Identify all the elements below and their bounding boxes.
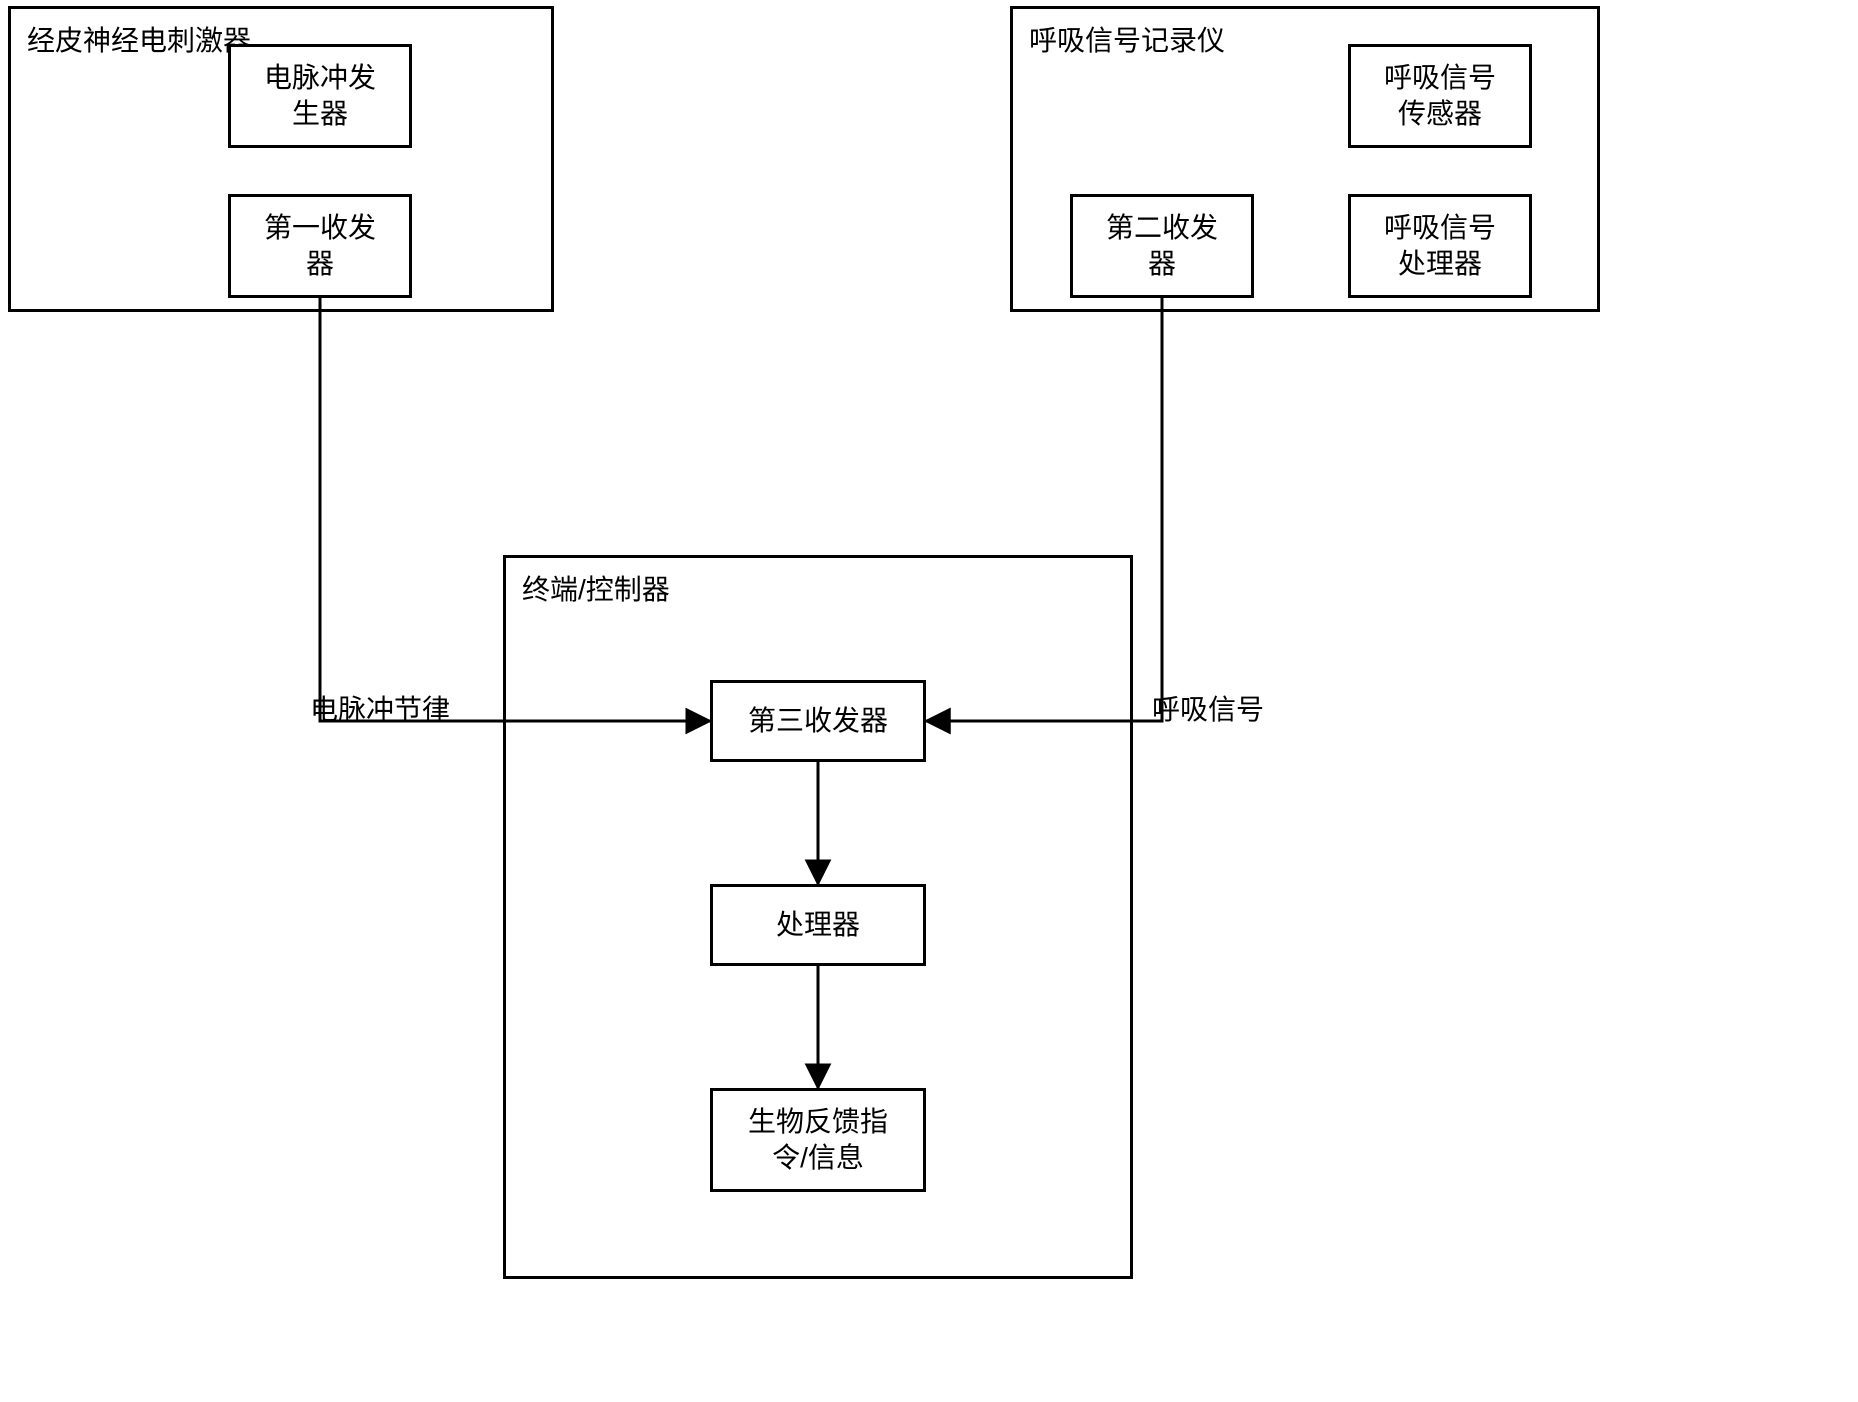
- transceiver-2-label: 第二收发器: [1106, 210, 1218, 283]
- transceiver-3-label: 第三收发器: [748, 703, 888, 739]
- stimulator-title: 经皮神经电刺激器: [27, 19, 251, 59]
- resp-sensor-label: 呼吸信号传感器: [1384, 60, 1496, 133]
- processor-node: 处理器: [710, 884, 926, 966]
- transceiver-1-node: 第一收发器: [228, 194, 412, 298]
- recorder-title: 呼吸信号记录仪: [1029, 19, 1225, 59]
- transceiver-3-node: 第三收发器: [710, 680, 926, 762]
- processor-label: 处理器: [776, 907, 860, 943]
- transceiver-2-node: 第二收发器: [1070, 194, 1254, 298]
- biofeedback-label: 生物反馈指令/信息: [748, 1104, 888, 1177]
- transceiver-1-label: 第一收发器: [264, 210, 376, 283]
- resp-sensor-node: 呼吸信号传感器: [1348, 44, 1532, 148]
- edge-label-resp-signal: 呼吸信号: [1152, 688, 1264, 728]
- resp-processor-label: 呼吸信号处理器: [1384, 210, 1496, 283]
- biofeedback-node: 生物反馈指令/信息: [710, 1088, 926, 1192]
- edge-label-pulse-rhythm: 电脉冲节律: [310, 688, 450, 728]
- controller-title: 终端/控制器: [522, 568, 670, 608]
- pulse-generator-node: 电脉冲发生器: [228, 44, 412, 148]
- pulse-generator-label: 电脉冲发生器: [264, 60, 376, 133]
- resp-processor-node: 呼吸信号处理器: [1348, 194, 1532, 298]
